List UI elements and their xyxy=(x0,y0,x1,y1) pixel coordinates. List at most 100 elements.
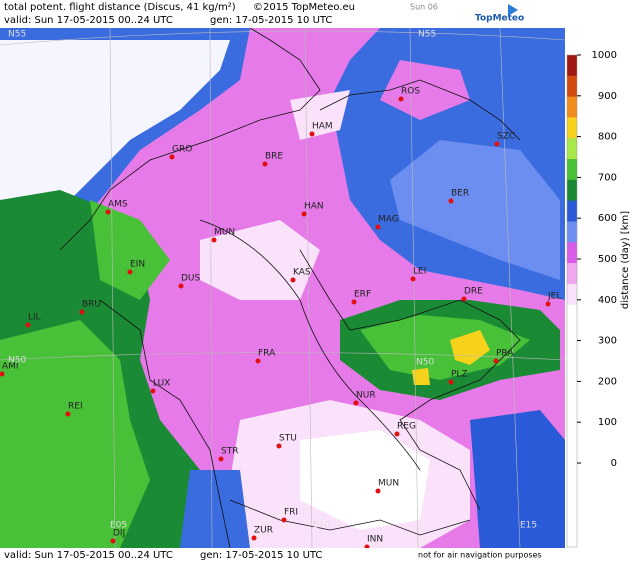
colorbar-tick-label: 200 xyxy=(598,376,617,387)
city-label: AMS xyxy=(108,200,128,210)
colorbar-label: distance (day) [km] xyxy=(620,211,631,309)
city-label: PRA xyxy=(496,349,514,359)
city-label: LIL xyxy=(28,313,41,323)
city-label: EIN xyxy=(130,260,145,270)
city-dot xyxy=(110,538,116,544)
city-dot xyxy=(410,276,416,282)
colorbar-band xyxy=(567,283,577,306)
footer-gen: gen: 17-05-2015 10 UTC xyxy=(200,550,322,561)
grid-label: N50 xyxy=(8,356,26,366)
cities: GRO BRE HAM ROS SZC AMS HAN BER MAG MUN EIN DUS KAS L… xyxy=(0,87,561,550)
copyright: ©2015 TopMeteo.eu xyxy=(253,2,355,13)
city-dot xyxy=(169,154,175,160)
grid-labels: N55 N55 N50 N50 E05 E10 E15 xyxy=(8,30,537,531)
colorbar-band xyxy=(567,263,577,285)
colorbar-band xyxy=(567,200,577,222)
city-label: MAG xyxy=(378,215,399,225)
grid-label: E15 xyxy=(520,521,537,531)
city-label: JEL xyxy=(547,292,561,302)
logo-mark xyxy=(508,4,518,16)
city-dot xyxy=(494,141,500,147)
colorbar-band xyxy=(567,138,577,160)
colorbar-band xyxy=(567,221,577,243)
city-dot xyxy=(375,224,381,230)
city-dot xyxy=(79,309,85,315)
colorbar-tick-label: 300 xyxy=(598,336,617,347)
city-dot xyxy=(301,211,307,217)
city-label: PLZ xyxy=(451,370,468,380)
city-dot xyxy=(351,299,357,305)
city-dot xyxy=(178,283,184,289)
city-label: HAN xyxy=(304,202,324,212)
city-dot xyxy=(545,301,551,307)
city-label: ERF xyxy=(354,290,371,300)
city-dot xyxy=(0,371,5,377)
city-dot xyxy=(394,431,400,437)
city-label: DUS xyxy=(181,274,201,284)
colorbar-tick-label: 900 xyxy=(598,91,617,102)
city-label: MUN xyxy=(214,228,235,238)
grid-label: E10 xyxy=(313,521,330,531)
city-label: LUX xyxy=(153,379,170,389)
colorbar-tick-label: 600 xyxy=(598,213,617,224)
city-dot xyxy=(461,296,467,302)
title: total potent. flight distance (Discus, 4… xyxy=(4,2,236,13)
city-dot xyxy=(290,277,296,283)
city-label: GRO xyxy=(172,145,192,155)
colorbar-tick-label: 800 xyxy=(598,132,617,143)
grid-label: N55 xyxy=(418,30,436,40)
city-dot xyxy=(211,237,217,243)
city-label: STU xyxy=(279,434,297,444)
map xyxy=(0,27,566,549)
city-label: ROS xyxy=(401,87,420,97)
city-dot xyxy=(262,161,268,167)
city-dot xyxy=(448,198,454,204)
footer-band xyxy=(0,548,640,562)
city-dot xyxy=(493,358,499,364)
colorbar-band xyxy=(567,75,577,98)
city-label: MUN xyxy=(378,479,399,489)
city-label: REI xyxy=(68,402,83,412)
city-label: BRE xyxy=(265,152,283,162)
colorbar-band xyxy=(567,304,577,327)
colorbar-tick-label: 0 xyxy=(611,458,617,469)
city-dot xyxy=(25,322,31,328)
gen: gen: 17-05-2015 10 UTC xyxy=(210,15,332,26)
colorbar-band xyxy=(567,179,577,202)
city-label: BER xyxy=(451,189,469,199)
legend-band xyxy=(565,28,640,548)
city-dot xyxy=(353,400,359,406)
city-label: FRI xyxy=(284,508,298,518)
city-dot xyxy=(281,517,287,523)
city-label: FRA xyxy=(258,349,276,359)
city-dot xyxy=(276,443,282,449)
city-label: NUR xyxy=(356,391,376,401)
city-label: DRE xyxy=(464,287,483,297)
city-label: HAM xyxy=(312,122,333,132)
city-label: AMI xyxy=(2,362,19,372)
city-label: REG xyxy=(397,422,416,432)
city-label: STR xyxy=(221,447,238,457)
footer-note: not for air navigation purposes xyxy=(418,551,542,560)
run: Sun 06 xyxy=(410,3,438,12)
city-label: ZUR xyxy=(254,526,273,536)
city-dot xyxy=(218,456,224,462)
colorbar-tick-label: 400 xyxy=(598,295,617,306)
colorbar-band xyxy=(567,96,577,118)
colorbar-tick-label: 500 xyxy=(598,254,617,265)
colorbar-tick-label: 1000 xyxy=(592,50,617,61)
footer-valid: valid: Sun 17-05-2015 00..24 UTC xyxy=(4,550,173,561)
logo: TopMeteo xyxy=(475,14,524,24)
city-label: BRU xyxy=(82,300,101,310)
city-dot xyxy=(255,358,261,364)
city-dot xyxy=(150,388,156,394)
grid-label: N50 xyxy=(416,358,434,368)
colorbar-band xyxy=(567,159,577,181)
valid: valid: Sun 17-05-2015 00..24 UTC xyxy=(4,15,173,26)
city-label: KAS xyxy=(293,268,311,278)
city-dot xyxy=(65,411,71,417)
city-dot xyxy=(105,209,111,215)
grid-label: N55 xyxy=(8,30,26,40)
